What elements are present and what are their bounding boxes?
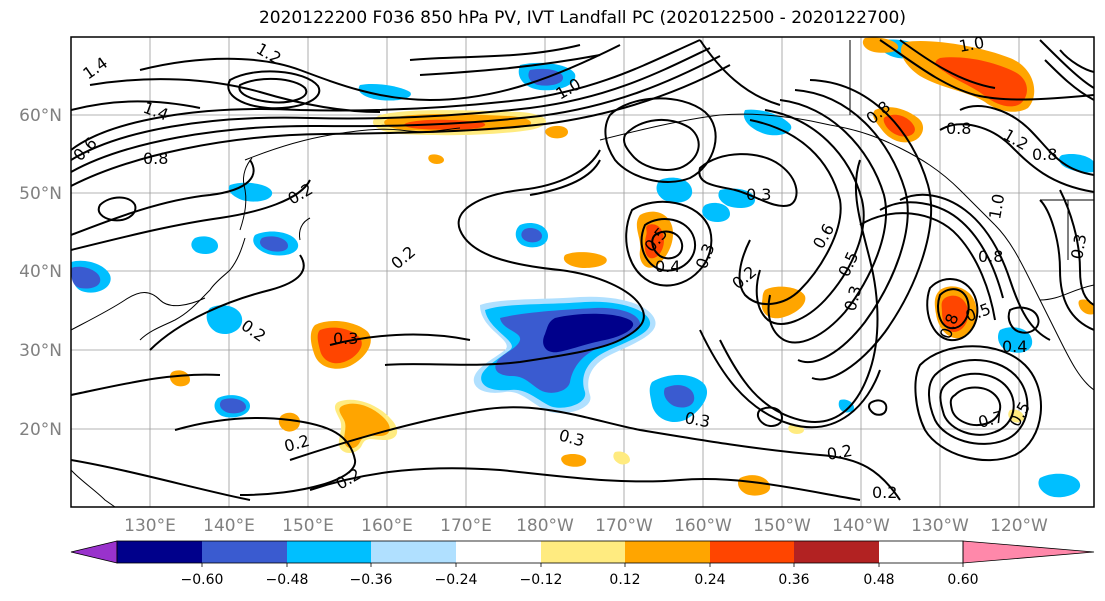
lat-tick-label: 20°N <box>19 420 62 440</box>
contour-label: 0.2 <box>872 483 897 502</box>
contour-label: 1.0 <box>985 192 1008 220</box>
lat-tick-label: 40°N <box>19 262 62 282</box>
lon-tick-label: 150°E <box>282 516 334 536</box>
contour-label: 0.8 <box>946 119 971 138</box>
coastlines <box>71 40 1094 507</box>
contour-label: 0.8 <box>1032 145 1057 164</box>
lon-tick-label: 140°E <box>203 516 255 536</box>
lon-tick-label: 170°E <box>440 516 492 536</box>
contour-label: 0.3 <box>746 185 771 204</box>
colorbar-tick-label: 0.24 <box>694 572 725 588</box>
lon-tick-label: 150°W <box>753 516 811 536</box>
lon-axis: 130°E 140°E 150°E 160°E 170°E 180°W 170°… <box>124 516 1048 536</box>
colorbar-min-extend <box>70 540 118 564</box>
pv-contours <box>71 39 1094 501</box>
lat-axis: 60°N 50°N 40°N 30°N 20°N <box>19 106 62 440</box>
map-title: 2020122200 F036 850 hPa PV, IVT Landfall… <box>258 8 906 28</box>
colorbar-tick-label: −0.48 <box>266 572 309 588</box>
map-panel: 1.4 1.4 1.2 0.6 0.8 0.2 0.2 0.2 0.3 0.2 … <box>70 33 1095 508</box>
contour-label: 0.8 <box>978 247 1003 266</box>
colorbar-tick-label: −0.24 <box>435 572 478 588</box>
colorbar-tick-label: 0.60 <box>947 572 978 588</box>
lat-tick-label: 60°N <box>19 106 62 126</box>
lon-tick-label: 140°W <box>832 516 890 536</box>
contour-label: 0.3 <box>683 408 711 431</box>
contour-label: 0.3 <box>1067 232 1090 260</box>
contour-label: 0.4 <box>1002 337 1027 356</box>
colorbar-segment <box>456 541 541 563</box>
colorbar-segment <box>202 541 287 563</box>
lon-tick-label: 120°W <box>990 516 1048 536</box>
contour-label: 0.4 <box>655 257 680 276</box>
lon-tick-label: 130°E <box>124 516 176 536</box>
lon-tick-label: 160°W <box>674 516 732 536</box>
lon-tick-label: 130°W <box>911 516 969 536</box>
colorbar-tick-label: 0.12 <box>609 572 640 588</box>
lon-tick-label: 180°W <box>516 516 574 536</box>
lat-tick-label: 50°N <box>19 184 62 204</box>
colorbar-tick-label: −0.12 <box>520 572 563 588</box>
contour-label: 0.2 <box>825 441 853 464</box>
contour-label: 0.8 <box>143 149 168 168</box>
colorbar-segment <box>287 541 371 563</box>
lon-tick-label: 160°E <box>361 516 413 536</box>
colorbar-segment <box>117 541 202 563</box>
contour-label: 0.3 <box>333 329 358 348</box>
map-frame <box>70 36 1095 508</box>
colorbar-tick-label: −0.36 <box>350 572 393 588</box>
colorbar-segment <box>625 541 710 563</box>
lon-tick-label: 170°W <box>595 516 653 536</box>
colorbar-max-extend <box>962 540 1095 564</box>
colorbar-segment <box>794 541 879 563</box>
colorbar: −0.60 −0.48 −0.36 −0.24 −0.12 0.12 0.24 … <box>70 540 1095 588</box>
lat-tick-label: 30°N <box>19 341 62 361</box>
contour-label: 1.0 <box>957 33 985 56</box>
colorbar-segment <box>710 541 794 563</box>
colorbar-tick-label: 0.48 <box>863 572 894 588</box>
colorbar-segment <box>541 541 625 563</box>
colorbar-tick-label: −0.60 <box>181 572 224 588</box>
colorbar-tick-label: 0.36 <box>778 572 809 588</box>
colorbar-segment <box>371 541 456 563</box>
